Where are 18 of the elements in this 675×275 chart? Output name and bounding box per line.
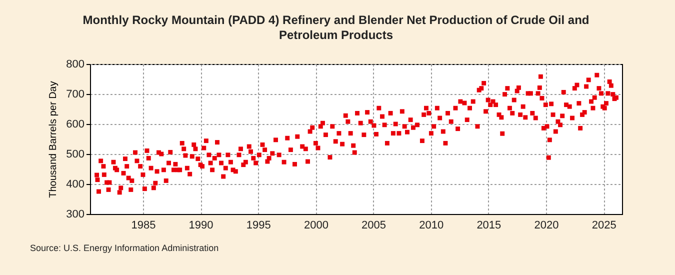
y-tick-label: 500 [66,148,84,160]
y-tick-label: 800 [66,58,84,70]
chart-title: Monthly Rocky Mountain (PADD 4) Refinery and Blender Net Production of Crude Oil and Petroleum Products [82,13,590,42]
source-note: Source: U.S. Energy Information Administration [30,243,219,253]
x-tick-label: 2000 [304,220,328,232]
x-tick-label: 2005 [362,220,386,232]
x-tick-label: 2015 [476,220,502,232]
x-tick-label: 2025 [592,220,616,232]
y-tick-label: 300 [66,208,84,220]
x-tick-label: 1990 [188,220,214,232]
x-tick-label: 2010 [419,220,444,232]
x-tick-label: 1985 [131,220,156,232]
x-tick-label: 1995 [246,220,271,232]
y-axis-title: Thousand Barrels per Day [48,81,60,198]
y-tick-label: 600 [66,118,84,130]
y-tick-label: 400 [66,178,84,190]
x-tick-label: 2020 [534,220,559,232]
y-tick-label: 700 [66,88,84,100]
